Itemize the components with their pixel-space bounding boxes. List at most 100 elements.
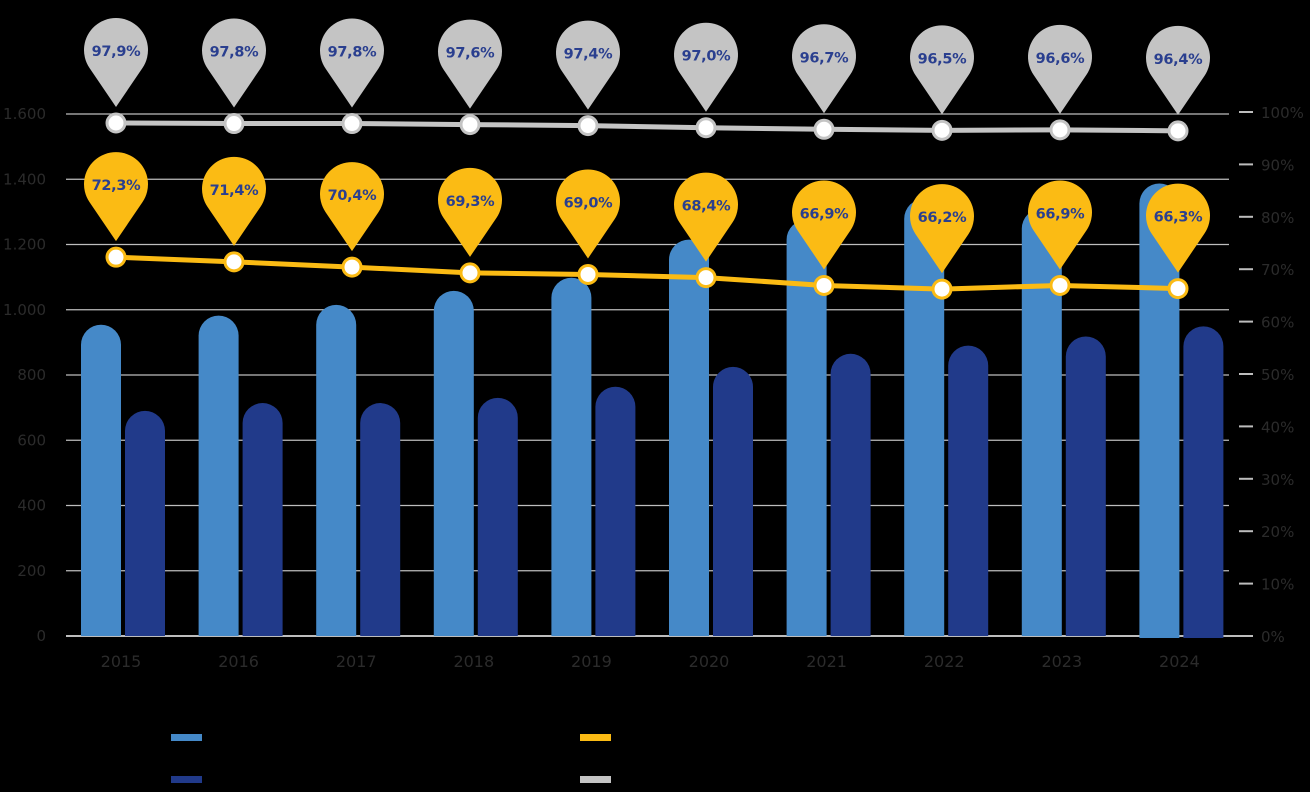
pin-shape bbox=[1146, 25, 1210, 115]
value-pin: 97,0% bbox=[674, 22, 738, 112]
legend-swatch-light-blue bbox=[171, 734, 202, 741]
x-axis-labels: 2015 2016 2017 2018 2019 2020 2021 2022 2023 2024 bbox=[101, 652, 1200, 671]
line-marker bbox=[459, 262, 481, 284]
pin-shape bbox=[556, 20, 620, 110]
pin-label: 69,3% bbox=[446, 194, 496, 210]
bar-dark bbox=[360, 403, 401, 636]
line-marker bbox=[813, 274, 835, 296]
line-marker bbox=[931, 119, 953, 141]
pin-shape bbox=[201, 18, 266, 108]
value-pin: 97,9% bbox=[84, 18, 148, 108]
x-tick-label: 2015 bbox=[101, 652, 142, 671]
right-y-axis: 0% 10% 20% 30% 40% 50% 60% 70% 80% 90% 100% bbox=[1239, 104, 1304, 646]
pin-label: 96,7% bbox=[800, 50, 850, 66]
pin-label: 97,8% bbox=[210, 45, 260, 61]
line-marker bbox=[105, 112, 127, 134]
line-marker bbox=[695, 117, 717, 139]
value-pin: 96,6% bbox=[1028, 24, 1092, 114]
line-marker bbox=[459, 114, 481, 136]
bar-series bbox=[81, 183, 1224, 638]
x-tick-label: 2016 bbox=[218, 652, 259, 671]
pin-label: 68,4% bbox=[682, 199, 732, 215]
pin-shape bbox=[792, 24, 856, 114]
line-marker bbox=[1167, 278, 1189, 300]
bar-light bbox=[669, 239, 709, 636]
value-pin: 66,9% bbox=[792, 180, 856, 270]
bar-light bbox=[433, 290, 474, 636]
line-marker bbox=[695, 267, 717, 289]
y-right-tick-label: 100% bbox=[1261, 104, 1304, 122]
legend-item-yellow-line bbox=[580, 734, 621, 741]
legend-swatch-yellow bbox=[580, 734, 611, 741]
y-right-tick-label: 80% bbox=[1261, 209, 1294, 227]
pin-label: 72,3% bbox=[92, 178, 142, 194]
pin-shape bbox=[84, 18, 148, 108]
pin-label: 66,3% bbox=[1154, 210, 1204, 226]
pin-shape bbox=[84, 152, 148, 242]
pin-shape bbox=[202, 156, 266, 246]
line-series bbox=[105, 112, 1189, 300]
line-marker bbox=[1049, 119, 1071, 141]
pin-label: 66,2% bbox=[918, 210, 968, 226]
line-path bbox=[115, 254, 1179, 292]
pin-label: 96,4% bbox=[1154, 52, 1204, 68]
legend-swatch-gray bbox=[580, 776, 611, 783]
line-marker bbox=[577, 115, 599, 137]
value-pin: 96,5% bbox=[910, 25, 974, 115]
pin-label: 69,0% bbox=[564, 195, 614, 211]
value-pin: 68,4% bbox=[674, 172, 738, 262]
bar-dark bbox=[125, 410, 165, 636]
legend-swatch-dark-blue bbox=[171, 776, 202, 783]
bar-dark bbox=[1065, 336, 1106, 636]
line-marker bbox=[1049, 274, 1071, 296]
y-left-tick-label: 200 bbox=[17, 562, 46, 580]
pin-shape bbox=[910, 184, 974, 274]
value-pin: 97,8% bbox=[320, 18, 384, 108]
pin-shape bbox=[438, 19, 502, 109]
pin-label: 96,5% bbox=[918, 51, 968, 67]
value-pin: 69,3% bbox=[438, 167, 502, 257]
y-right-tick-label: 10% bbox=[1261, 576, 1294, 594]
x-tick-label: 2022 bbox=[924, 652, 965, 671]
y-left-tick-label: 800 bbox=[17, 366, 46, 384]
value-pin: 97,4% bbox=[556, 20, 620, 110]
pin-label: 97,8% bbox=[328, 45, 378, 61]
bar-light bbox=[1021, 208, 1062, 636]
legend-item-light-bar bbox=[171, 734, 212, 741]
line-marker bbox=[105, 246, 127, 268]
y-left-tick-label: 1.200 bbox=[3, 236, 46, 254]
pin-shape bbox=[1028, 24, 1092, 114]
left-y-axis: 0 200 400 600 800 1.000 1.200 1.400 1.600 bbox=[3, 105, 46, 645]
bar-light bbox=[316, 304, 357, 636]
legend bbox=[0, 700, 1310, 792]
y-right-tick-label: 60% bbox=[1261, 314, 1294, 332]
bar-light bbox=[198, 315, 239, 636]
line-marker bbox=[931, 278, 953, 300]
y-left-tick-label: 1.400 bbox=[3, 170, 46, 188]
line-path bbox=[115, 120, 1179, 134]
pin-shape bbox=[556, 169, 620, 259]
line-marker bbox=[1167, 120, 1189, 142]
line-marker bbox=[813, 118, 835, 140]
pin-label: 66,9% bbox=[800, 206, 850, 222]
line-marker bbox=[341, 256, 363, 278]
y-right-tick-label: 20% bbox=[1261, 523, 1294, 541]
x-tick-label: 2019 bbox=[571, 652, 612, 671]
y-right-tick-label: 0% bbox=[1261, 628, 1285, 646]
bar-dark bbox=[948, 345, 989, 636]
value-pin: 97,8% bbox=[201, 18, 266, 108]
combo-chart: 0 200 400 600 800 1.000 1.200 1.400 1.600 0% 10% 2… bbox=[3, 18, 1304, 671]
pin-label: 66,9% bbox=[1036, 206, 1086, 222]
line-marker bbox=[223, 251, 245, 273]
bar-dark bbox=[713, 366, 753, 636]
bar-dark bbox=[477, 397, 518, 636]
x-tick-label: 2023 bbox=[1041, 652, 1082, 671]
y-left-tick-label: 400 bbox=[17, 497, 46, 515]
bar-light bbox=[786, 219, 827, 636]
x-tick-label: 2024 bbox=[1159, 652, 1200, 671]
y-left-tick-label: 600 bbox=[17, 431, 46, 449]
y-right-tick-label: 90% bbox=[1261, 156, 1294, 174]
bar-light bbox=[1139, 183, 1180, 638]
pin-shape bbox=[320, 18, 384, 108]
x-tick-label: 2017 bbox=[336, 652, 377, 671]
